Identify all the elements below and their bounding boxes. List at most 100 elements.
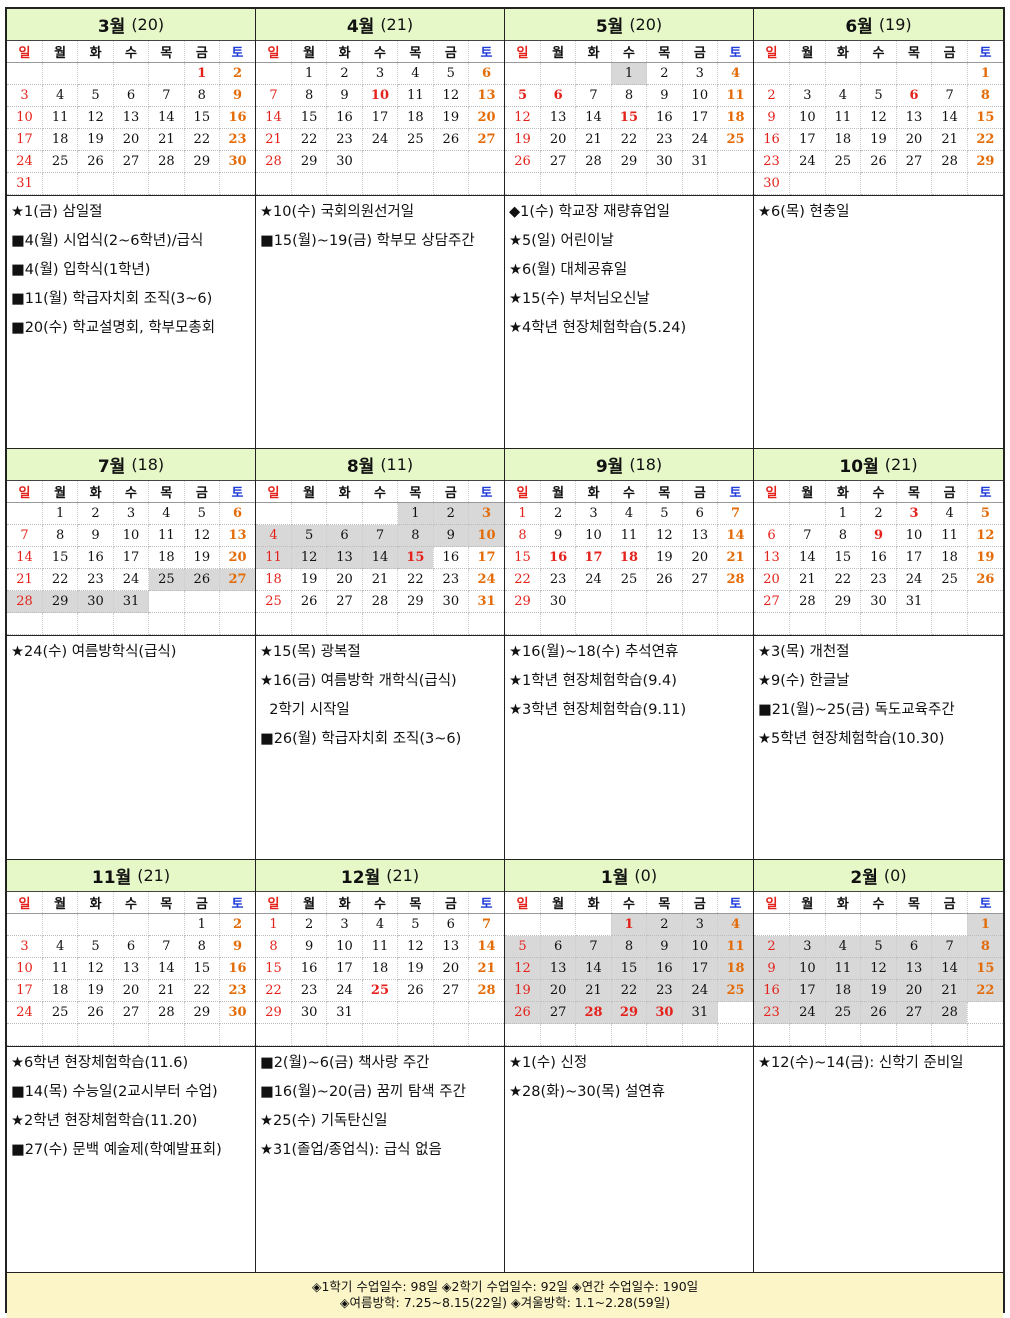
day-cell: 22 [42,568,79,591]
month-name: 12월 [340,868,381,888]
day-cell: 20 [754,568,791,591]
day-cell [540,612,577,635]
day-cell: 5 [505,935,541,958]
day-cell [77,172,114,195]
week-row [256,612,504,635]
day-cell: 28 [717,568,753,591]
day-cell: 19 [77,979,114,1002]
day-cell: 2 [646,62,683,85]
day-cell [256,172,292,195]
day-cell: 20 [113,979,150,1002]
day-cell [219,612,255,635]
day-cell: 4 [825,84,862,107]
month-block: 11월 (21) 일 월 화 수 목 금 토 1 2 3 4 5 6 7 8 9 10 11 12 13 14 15 16 17 1… [7,860,256,1272]
day-cell: 8 [611,935,648,958]
week-row: 4 5 6 7 8 9 10 [256,524,504,547]
month-block: 10월 (21) 일 월 화 수 목 금 토 1 2 3 4 5 6 7 8 9 10 11 12 13 14 15 16 17 1… [754,449,1003,859]
event-item: 2학기 시작일 [260,702,350,718]
day-cell: 21 [575,128,612,151]
weekday-header: 금 [184,892,221,914]
day-cell: 24 [896,568,933,591]
day-cell [148,62,185,85]
day-cell: 3 [682,62,719,85]
day-cell: 4 [397,62,434,85]
day-cell: 13 [682,524,719,547]
month-block: 4월 (21) 일 월 화 수 목 금 토 1 2 3 4 5 6 7 8 9 10 11 12 13 14 15 16 17 18… [256,9,505,448]
day-cell [682,612,719,635]
day-cell: 19 [967,546,1003,569]
day-cell: 22 [825,568,862,591]
day-cell: 4 [362,913,399,936]
weekday-header: 화 [575,892,612,914]
day-cell: 7 [575,84,612,107]
day-cell: 16 [754,128,791,151]
day-cell: 7 [148,84,185,107]
day-cell: 31 [896,590,933,613]
weekday-header: 수 [113,892,150,914]
day-cell: 30 [291,1001,328,1024]
day-cell: 3 [468,502,504,525]
weekday-header: 화 [326,41,363,63]
day-cell [291,502,328,525]
day-cell [397,172,434,195]
day-cell: 16 [219,106,255,129]
day-cell: 5 [184,502,221,525]
month-header: 8월 (11) [256,449,504,481]
day-cell [717,1023,753,1046]
day-cell: 9 [326,84,363,107]
day-cell: 5 [77,935,114,958]
day-cell [611,612,648,635]
month-school-days: (0) [634,866,658,885]
day-cell: 24 [682,128,719,151]
day-cell: 22 [611,128,648,151]
week-row: 16 17 18 19 20 21 22 [754,128,1003,151]
day-cell: 13 [113,957,150,980]
event-item: ★2학년 현장체험학습(11.20) [11,1113,198,1129]
month-header: 12월 (21) [256,860,504,892]
day-cell: 18 [397,106,434,129]
day-cell [113,62,150,85]
month-name: 11월 [91,868,132,888]
day-cell [754,1023,791,1046]
weekday-header: 월 [789,892,826,914]
event-item: ★16(월)~18(수) 추석연휴 [509,644,679,660]
day-cell [184,1023,221,1046]
weekday-header: 일 [505,481,541,503]
week-row: 10 11 12 13 14 15 16 [7,106,255,129]
day-cell: 8 [967,84,1003,107]
day-cell [219,172,255,195]
day-cell: 26 [397,979,434,1002]
event-item: ■20(수) 학교설명회, 학부모총회 [11,320,216,336]
week-row: 26 27 28 29 30 31 [505,1001,753,1024]
day-cell [789,172,826,195]
day-cell [326,612,363,635]
day-cell: 19 [77,128,114,151]
day-cell: 20 [219,546,255,569]
day-cell: 11 [717,84,753,107]
week-row: 23 24 25 26 27 28 29 [754,150,1003,173]
month-events: ★10(수) 국회의원선거일 ■15(월)~19(금) 학부모 상담주간 [256,195,504,448]
day-cell: 17 [7,128,43,151]
weekday-header: 목 [896,481,933,503]
day-cell [967,1001,1003,1024]
day-cell: 18 [42,979,79,1002]
day-cell: 5 [860,84,897,107]
day-cell [931,590,968,613]
day-cell: 25 [148,568,185,591]
day-cell [326,502,363,525]
week-row [7,1023,255,1046]
day-cell: 9 [754,106,791,129]
day-cell: 14 [468,935,504,958]
day-cell: 11 [42,957,79,980]
day-cell: 9 [291,935,328,958]
week-row: 27 28 29 30 31 [754,590,1003,613]
day-cell: 15 [505,546,541,569]
month-calendar: 일 월 화 수 목 금 토 1 2 3 4 5 6 7 8 9 10 11 12 13 14 15 16 17 18 19 20 21… [7,41,255,195]
month-events: ★1(금) 삼일절 ■4(월) 시업식(2~6학년)/급식 ■4(월) 입학식(1학… [7,195,255,448]
day-cell [42,1023,79,1046]
month-events: ◆1(수) 학교장 재량휴업일 ★5(일) 어린이날 ★6(월) 대체공휴일 ★15(… [505,195,753,448]
day-cell: 25 [717,979,753,1002]
weekday-header: 목 [148,481,185,503]
event-item: ★6(목) 현충일 [758,204,850,220]
week-row: 28 29 30 31 [7,590,255,613]
